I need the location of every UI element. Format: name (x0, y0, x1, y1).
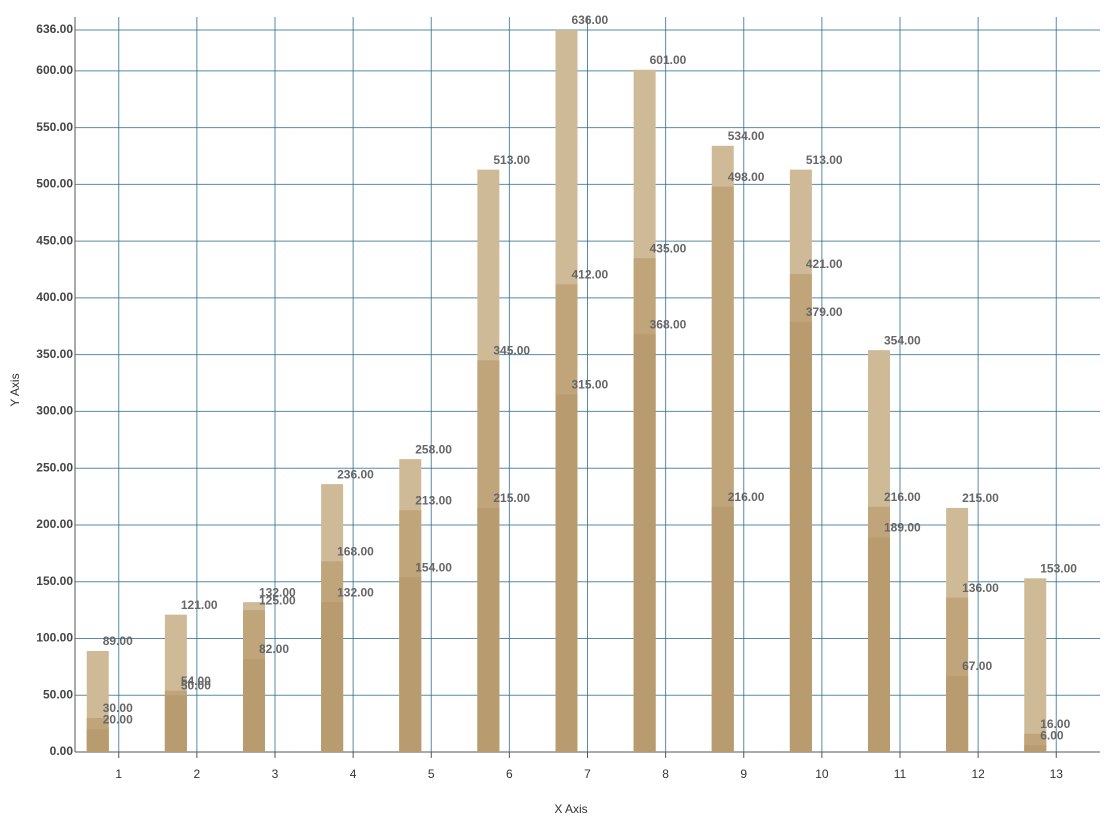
value-label: 513.00 (493, 153, 530, 167)
value-label: 345.00 (493, 344, 530, 358)
value-label: 50.00 (181, 678, 211, 692)
value-label: 16.00 (1040, 717, 1070, 731)
x-tick-label: 8 (662, 767, 669, 781)
x-tick-label: 2 (194, 767, 201, 781)
bar (1024, 578, 1047, 752)
value-label: 498.00 (728, 170, 765, 184)
y-tick-label: 50.00 (43, 687, 73, 701)
value-label: 132.00 (259, 585, 296, 599)
bar (1024, 745, 1047, 752)
y-tick-label: 250.00 (36, 460, 73, 474)
value-label: 82.00 (259, 642, 289, 656)
value-label: 125.00 (259, 593, 296, 607)
bar (789, 321, 812, 752)
value-label: 168.00 (337, 544, 374, 558)
y-tick-label: 150.00 (36, 574, 73, 588)
value-label: 67.00 (962, 659, 992, 673)
y-tick-label: 300.00 (36, 404, 73, 418)
bar (477, 507, 500, 752)
value-label: 534.00 (728, 129, 765, 143)
y-tick-label: 500.00 (36, 177, 73, 191)
x-tick-label: 1 (115, 767, 122, 781)
bar (321, 602, 344, 752)
bar (164, 695, 187, 752)
x-axis-title: X Axis (554, 802, 587, 816)
value-label: 189.00 (884, 521, 921, 535)
value-label: 379.00 (806, 305, 843, 319)
bar (946, 675, 969, 752)
y-tick-label: 0.00 (50, 744, 74, 758)
bar (711, 506, 734, 752)
y-tick-label: 600.00 (36, 63, 73, 77)
value-label: 154.00 (415, 560, 452, 574)
bar (555, 394, 578, 752)
value-label: 435.00 (650, 241, 687, 255)
value-label: 513.00 (806, 153, 843, 167)
x-tick-label: 11 (894, 767, 907, 781)
value-label: 636.00 (572, 13, 609, 27)
value-label: 258.00 (415, 442, 452, 456)
y-tick-label: 200.00 (36, 517, 73, 531)
value-label: 213.00 (415, 493, 452, 507)
bar (633, 334, 656, 752)
x-tick-label: 6 (506, 767, 513, 781)
y-axis-title: Y Axis (8, 373, 22, 406)
y-tick-label: 350.00 (36, 347, 73, 361)
value-label: 368.00 (650, 317, 687, 331)
value-label: 30.00 (103, 701, 133, 715)
x-tick-label: 10 (815, 767, 829, 781)
value-label: 236.00 (337, 467, 374, 481)
y-tick-label: 100.00 (36, 631, 73, 645)
value-label: 54.00 (181, 674, 211, 688)
x-tick-label: 4 (350, 767, 357, 781)
value-label: 153.00 (1040, 561, 1077, 575)
value-label: 354.00 (884, 333, 921, 347)
value-label: 215.00 (962, 491, 999, 505)
value-label: 132.00 (337, 585, 374, 599)
value-label: 216.00 (728, 490, 765, 504)
value-label: 412.00 (572, 267, 609, 281)
bar (868, 537, 890, 752)
x-tick-label: 3 (272, 767, 279, 781)
y-tick-label: 450.00 (36, 233, 73, 247)
bar (243, 658, 265, 752)
value-label: 315.00 (572, 378, 609, 392)
value-label: 20.00 (103, 712, 133, 726)
x-tick-label: 9 (740, 767, 747, 781)
value-label: 6.00 (1040, 728, 1064, 742)
x-tick-label: 12 (971, 767, 985, 781)
value-label: 136.00 (962, 581, 999, 595)
bar (399, 577, 422, 752)
y-tick-label: 550.00 (36, 120, 73, 134)
x-tick-label: 7 (584, 767, 591, 781)
value-label: 216.00 (884, 490, 921, 504)
x-tick-label: 5 (428, 767, 435, 781)
x-tick-label: 13 (1050, 767, 1064, 781)
value-label: 121.00 (181, 598, 218, 612)
value-label: 89.00 (103, 634, 133, 648)
y-tick-label: 636.00 (36, 22, 73, 36)
value-label: 215.00 (493, 491, 530, 505)
value-label: 601.00 (650, 53, 687, 67)
bar (86, 729, 109, 752)
y-tick-label: 400.00 (36, 290, 73, 304)
value-label: 421.00 (806, 257, 843, 271)
